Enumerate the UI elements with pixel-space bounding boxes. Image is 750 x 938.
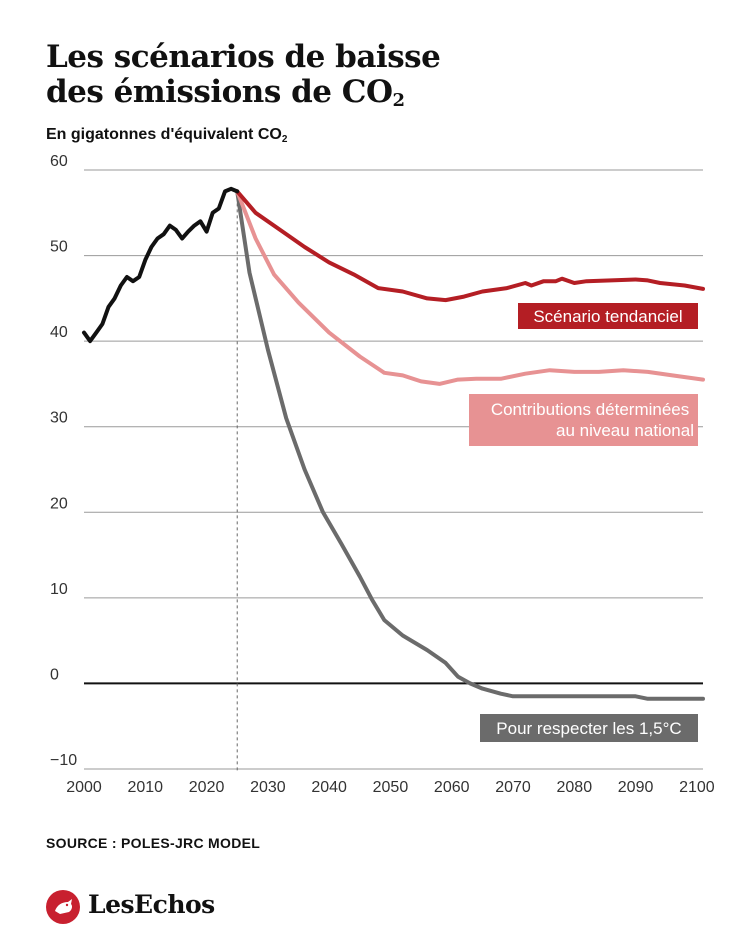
x-tick-label: 2000 [66,779,102,796]
series-line-tendanciel [235,189,705,303]
title-line-2-text: des émissions de CO [46,74,393,110]
brand-name: LesEchos [88,890,215,919]
x-tick-label: 2010 [127,779,163,796]
x-tick-label: 2040 [311,779,347,796]
chart-title: Les scénarios de baisse des émissions de… [46,40,686,110]
y-tick-label: 20 [50,495,68,512]
label-box-1p5 [480,714,698,742]
x-tick-label: 2080 [557,779,593,796]
x-tick-label: 2070 [495,779,531,796]
x-tick-label: 2020 [189,779,225,796]
gridlines [84,169,703,770]
rooster-icon [46,890,80,924]
x-tick-label: 2060 [434,779,470,796]
label-cdn: Contributions déterminées au niveau nati… [491,400,694,440]
les-echos-logo: LesEchos [46,888,266,926]
x-tick-label: 2090 [618,779,654,796]
title-line-1: Les scénarios de baisse [46,39,441,75]
chart-subtitle: En gigatonnes d'équivalent CO2 [46,126,288,145]
subtitle-text: En gigatonnes d'équivalent CO [46,126,282,143]
y-tick-label: 40 [50,324,68,341]
subtitle-subscript: 2 [281,134,288,145]
source-note: SOURCE : POLES-JRC MODEL [46,835,261,851]
label-cdn-line-2: au niveau national [556,421,694,440]
label-box-tendanciel [518,303,698,329]
y-tick-label: −10 [50,752,77,769]
x-tick-label: 2100 [679,779,715,796]
y-tick-label: 0 [50,666,59,683]
label-tendanciel: Scénario tendanciel [533,307,682,326]
label-box-cdn [469,394,698,446]
series-line-1p5 [235,189,705,701]
series-lines [82,186,705,701]
y-axis-tick-labels: 60 50 40 30 20 10 0 −10 [50,153,77,769]
series-line-cdn [235,189,705,386]
label-cdn-line-1: Contributions déterminées [491,400,689,419]
label-1p5: Pour respecter les 1,5°C [496,719,681,738]
y-tick-label: 10 [50,581,68,598]
x-axis-tick-labels: 2000 2010 2020 2030 2040 2050 2060 2070 2080 2090… [66,779,715,796]
series-line-historique [82,186,240,344]
y-tick-label: 30 [50,410,68,427]
x-tick-label: 2030 [250,779,286,796]
title-line-2: des émissions de CO2 [46,75,686,110]
x-tick-label: 2050 [373,779,409,796]
title-subscript: 2 [392,90,405,111]
y-tick-label: 50 [50,239,68,256]
y-tick-label: 60 [50,153,68,170]
series-labels: Scénario tendanciel Contributions déterm… [469,303,698,742]
